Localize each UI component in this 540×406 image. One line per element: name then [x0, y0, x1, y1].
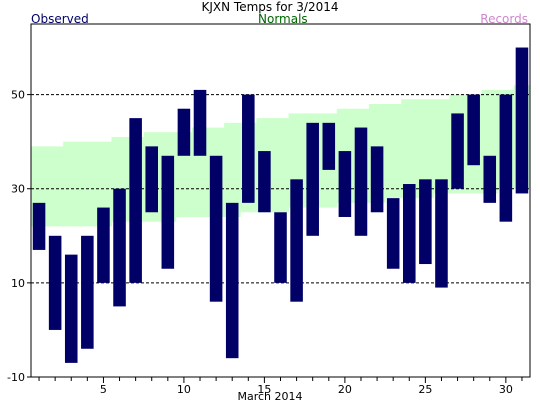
x-tick-label-10: 10 [177, 383, 191, 396]
observed-bar-day-7 [129, 118, 142, 283]
observed-bar-day-10 [177, 108, 191, 156]
observed-bar-day-5 [97, 207, 110, 283]
observed-bar-day-29 [483, 155, 497, 203]
observed-bar-day-11 [193, 89, 207, 156]
legend-records: Records [480, 12, 528, 26]
normal-range-day-25 [417, 99, 434, 199]
observed-bar-day-18 [306, 122, 319, 236]
observed-bar-day-6 [113, 188, 126, 307]
normal-range-day-3 [63, 141, 80, 227]
y-tick-label-50: 50 [11, 89, 25, 102]
observed-bar-day-15 [258, 151, 271, 213]
observed-bar-day-3 [64, 254, 78, 363]
observed-bar-day-13 [225, 202, 239, 359]
normal-range-day-24 [401, 99, 418, 199]
x-tick-label-20: 20 [338, 383, 352, 396]
normal-range-day-16 [272, 118, 290, 213]
observed-bar-day-24 [402, 184, 416, 283]
normal-range-day-2 [47, 146, 64, 227]
y-tick-label-30: 30 [11, 183, 25, 196]
observed-bar-day-2 [48, 235, 62, 330]
x-tick-label-5: 5 [100, 383, 107, 396]
legend-observed: Observed [31, 12, 89, 26]
legend-normals: Normals [258, 12, 308, 26]
y-tick-label--10: -10 [7, 371, 25, 384]
observed-bar-day-4 [81, 235, 94, 349]
observed-bar-day-25 [419, 179, 432, 265]
observed-bar-day-19 [322, 122, 336, 170]
normal-range-day-5 [95, 141, 112, 227]
normal-range-day-26 [433, 99, 451, 194]
normal-range-day-13 [224, 122, 241, 217]
y-tick-label-10: 10 [11, 277, 25, 290]
observed-bar-day-28 [467, 94, 480, 166]
observed-bar-day-26 [435, 179, 448, 288]
observed-bar-day-31 [515, 47, 529, 194]
normal-range-day-23 [385, 104, 402, 199]
observed-bar-day-14 [242, 94, 255, 203]
x-axis-label: March 2014 [237, 390, 303, 403]
observed-bar-day-12 [209, 155, 223, 302]
observed-bar-day-9 [161, 155, 175, 269]
normal-range-day-4 [79, 141, 96, 227]
observed-bar-day-17 [290, 179, 303, 302]
observed-bar-day-1 [32, 202, 46, 250]
observed-bar-day-30 [499, 94, 513, 222]
observed-bar-day-23 [386, 198, 400, 269]
observed-bar-day-22 [370, 146, 384, 213]
observed-bar-day-16 [274, 212, 287, 283]
chart-title: KJXN Temps for 3/2014 [201, 0, 339, 14]
observed-bar-day-27 [451, 113, 464, 189]
x-tick-label-30: 30 [499, 383, 513, 396]
observed-bar-day-20 [338, 151, 352, 217]
observed-bar-day-8 [145, 146, 159, 213]
x-tick-label-25: 25 [418, 383, 432, 396]
observed-bar-day-21 [354, 127, 368, 236]
x-tick-label-15: 15 [257, 383, 271, 396]
